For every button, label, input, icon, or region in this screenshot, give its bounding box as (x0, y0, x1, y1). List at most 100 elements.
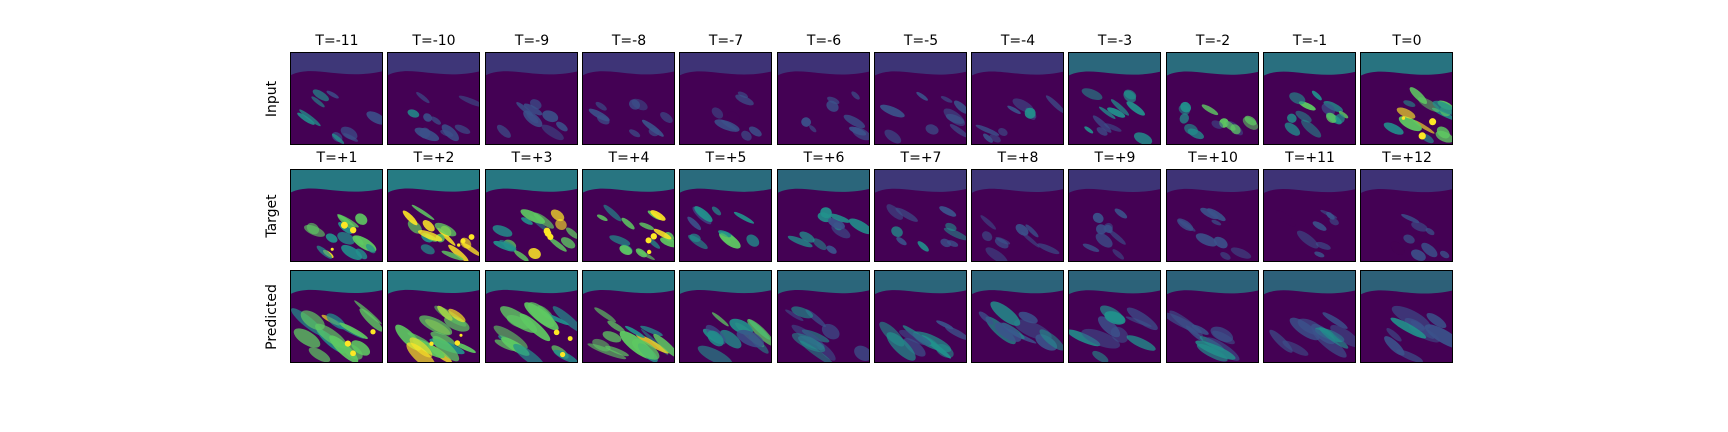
panel-target-5 (679, 169, 772, 262)
field-feature (848, 218, 869, 235)
field-image (778, 271, 869, 362)
field-image (875, 53, 966, 144)
field-feature (311, 96, 325, 108)
field-feature (1289, 92, 1306, 105)
upper-cloud-band (1069, 170, 1160, 193)
panel-title: T=+7 (900, 150, 942, 166)
field-feature (1296, 230, 1319, 249)
field-feature (326, 90, 339, 99)
field-image (875, 170, 966, 261)
panel-input-7 (874, 52, 967, 145)
field-feature (1295, 110, 1312, 123)
field-feature (688, 234, 708, 250)
field-feature (1436, 126, 1450, 139)
field-feature (998, 127, 1008, 136)
panel-input-1 (290, 52, 383, 145)
field-feature (1384, 336, 1405, 356)
field-image (1264, 271, 1355, 362)
field-feature (1126, 335, 1156, 351)
panel-title: T=+4 (608, 150, 650, 166)
row-label-text: Input (264, 80, 280, 118)
field-feature (917, 241, 929, 252)
panel-target-9 (1068, 169, 1161, 262)
field-feature (1386, 328, 1402, 342)
upper-cloud-band (291, 53, 382, 76)
field-feature (736, 329, 764, 348)
field-image (778, 170, 869, 261)
field-feature (500, 306, 538, 333)
upper-cloud-band (486, 170, 577, 193)
field-feature (407, 109, 420, 118)
field-image (1069, 271, 1160, 362)
panel-input-8 (971, 52, 1064, 145)
field-feature (1335, 113, 1345, 124)
field-feature (1015, 223, 1029, 236)
field-feature (523, 103, 543, 116)
field-feature (492, 225, 513, 237)
panel-title: T=-6 (806, 33, 842, 49)
panel-title: T=+6 (803, 150, 845, 166)
field-feature (903, 337, 926, 357)
field-feature (1338, 111, 1349, 119)
field-image (486, 53, 577, 144)
upper-cloud-band (291, 271, 382, 294)
field-feature (707, 330, 724, 347)
field-feature (1391, 305, 1431, 330)
field-feature (711, 206, 722, 216)
field-feature (946, 240, 959, 247)
panel-input-10 (1166, 52, 1259, 145)
panel-title: T=+3 (511, 150, 553, 166)
field-feature (653, 333, 674, 358)
field-feature (1220, 251, 1231, 260)
field-feature (714, 119, 740, 132)
field-feature (528, 248, 541, 260)
upper-cloud-band (583, 271, 674, 294)
panel-input-5 (679, 52, 772, 145)
field-feature (1425, 228, 1435, 236)
field-image (1264, 170, 1355, 261)
field-feature (985, 247, 1008, 261)
field-feature (605, 345, 629, 357)
field-feature (980, 215, 997, 230)
field-feature (1276, 210, 1296, 227)
field-feature (1322, 312, 1348, 329)
panel-title: T=-2 (1195, 33, 1231, 49)
field-feature (994, 322, 1022, 342)
field-image (1069, 53, 1160, 144)
field-image (1167, 271, 1258, 362)
field-hotspot (646, 249, 652, 255)
field-feature (1390, 317, 1427, 339)
panel-target-3 (485, 169, 578, 262)
field-feature (1112, 249, 1125, 260)
field-feature (1024, 107, 1036, 119)
row-label-text: Predicted (264, 284, 280, 350)
field-feature (609, 235, 631, 246)
row-label-target: Target (262, 169, 282, 263)
field-feature (809, 125, 817, 133)
upper-cloud-band (1167, 53, 1258, 76)
field-feature (524, 302, 559, 331)
field-feature (747, 319, 771, 346)
field-hotspot (567, 336, 573, 341)
field-image (388, 271, 479, 362)
field-feature (1104, 123, 1122, 132)
field-feature (430, 331, 456, 346)
field-feature (650, 210, 666, 221)
field-feature (1329, 217, 1339, 226)
field-feature (801, 117, 811, 127)
field-hotspot (370, 329, 376, 335)
field-feature (935, 344, 954, 358)
field-feature (635, 334, 669, 354)
field-image (1069, 170, 1160, 261)
field-feature (422, 220, 435, 232)
field-feature (316, 245, 333, 259)
field-feature (351, 340, 371, 356)
field-feature (936, 320, 954, 330)
field-feature (1084, 126, 1094, 134)
field-feature (1282, 340, 1309, 356)
field-feature (337, 232, 355, 245)
field-feature (596, 214, 608, 222)
field-feature (896, 237, 907, 246)
field-image (1361, 53, 1452, 144)
